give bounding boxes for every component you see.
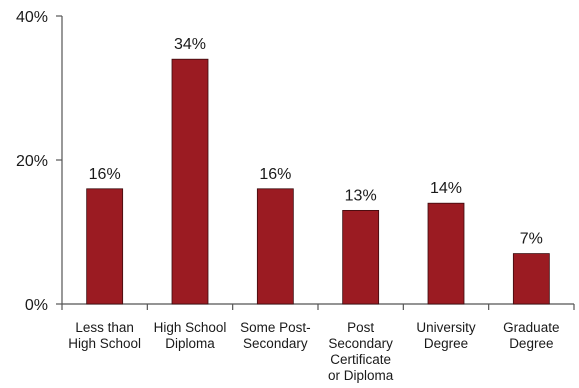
y-tick-label: 40% <box>16 9 48 26</box>
bar-value-label: 34% <box>174 36 206 53</box>
x-category-label-line: Secondary <box>328 336 393 351</box>
x-category-label-line: Less than <box>75 320 134 335</box>
x-category-label-line: Secondary <box>243 336 308 351</box>
x-category-label: Less than High School <box>68 320 141 351</box>
x-category-label: Graduate Degree <box>503 320 559 351</box>
chart-axes: 0% 20% 40% <box>16 9 575 314</box>
x-category-label-line: Graduate <box>503 320 559 335</box>
x-category-label: University Degree <box>416 320 476 351</box>
bar-value-label: 16% <box>259 166 291 183</box>
bar <box>86 188 124 305</box>
chart-bars <box>86 58 550 305</box>
x-category-label-line: Post <box>347 320 374 335</box>
x-category-label: High School Diploma <box>154 320 227 351</box>
bar <box>427 202 465 305</box>
x-category-label-line: or Diploma <box>328 368 394 383</box>
bar-value-label: 13% <box>345 187 377 204</box>
x-category-label-line: Certificate <box>330 352 391 367</box>
bar <box>256 188 294 305</box>
x-category-label-line: University <box>416 320 476 335</box>
bar <box>342 209 380 305</box>
y-tick-label: 20% <box>16 153 48 170</box>
bar-value-label: 7% <box>520 231 543 248</box>
x-category-label: Some Post-Secondary <box>240 320 311 351</box>
x-category-label-line: Some Post- <box>240 320 311 335</box>
x-category-label-line: Degree <box>509 336 553 351</box>
x-category-label-line: Degree <box>424 336 468 351</box>
bar <box>512 253 550 305</box>
bar-value-label: 14% <box>430 180 462 197</box>
x-category-label-line: Diploma <box>165 336 215 351</box>
x-category-label-line: High School <box>154 320 227 335</box>
x-category-label: Post Secondary Certificate or Diploma <box>328 320 394 383</box>
y-tick-label: 0% <box>25 297 48 314</box>
x-category-label-line: High School <box>68 336 141 351</box>
bar <box>171 58 209 305</box>
bar-value-label: 16% <box>89 166 121 183</box>
